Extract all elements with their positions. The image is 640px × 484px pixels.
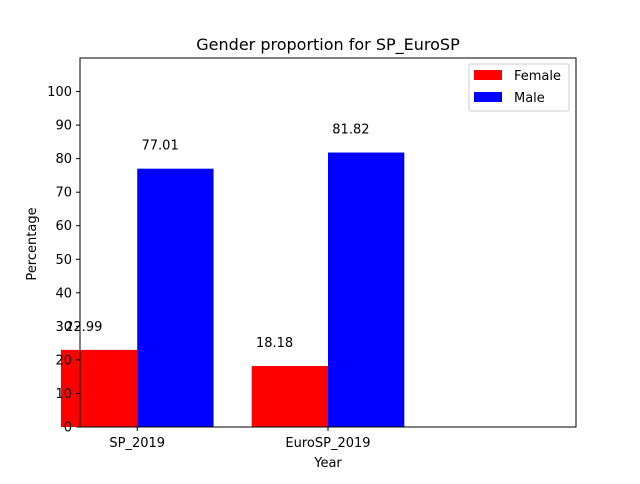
y-tick-label: 70 (55, 186, 72, 201)
legend-swatch-male (474, 92, 502, 102)
y-tick-label: 20 (55, 353, 72, 368)
legend-swatch-female (474, 70, 502, 80)
y-tick-label: 30 (55, 320, 72, 335)
data-labels-layer: 22.99 77.01 18.18 81.82 (65, 123, 369, 351)
y-axis-label: Percentage (25, 207, 40, 280)
bar-male-sp_2019 (137, 168, 214, 428)
data-label: 22.99 (65, 320, 102, 335)
x-tick-label: SP_2019 (109, 436, 165, 451)
y-tick-label: 60 (55, 219, 72, 234)
legend-label-female: Female (514, 69, 561, 84)
legend-label-male: Male (514, 91, 545, 106)
bars-layer (60, 152, 405, 428)
data-label: 77.01 (142, 139, 179, 154)
y-tick-label: 100 (47, 85, 72, 100)
y-tick-label: 50 (55, 253, 72, 268)
y-tick-label: 0 (64, 421, 72, 436)
y-tick-label: 40 (55, 286, 72, 301)
bar-female-eurosp_2019 (251, 366, 328, 427)
bar-male-eurosp_2019 (328, 152, 405, 427)
y-axis-ticks: 0 10 20 30 40 50 60 70 80 90 100 (47, 85, 80, 436)
chart-title: Gender proportion for SP_EuroSP (196, 35, 460, 55)
y-tick-label: 80 (55, 152, 72, 167)
y-tick-label: 90 (55, 119, 72, 134)
x-axis-ticks: SP_2019 EuroSP_2019 (109, 427, 371, 451)
data-label: 18.18 (256, 336, 293, 351)
x-axis-label: Year (313, 456, 342, 471)
legend: Female Male (468, 63, 570, 112)
data-label: 81.82 (332, 123, 369, 138)
y-tick-label: 10 (55, 387, 72, 402)
bar-female-sp_2019 (60, 349, 138, 427)
x-tick-label: EuroSP_2019 (285, 436, 370, 451)
